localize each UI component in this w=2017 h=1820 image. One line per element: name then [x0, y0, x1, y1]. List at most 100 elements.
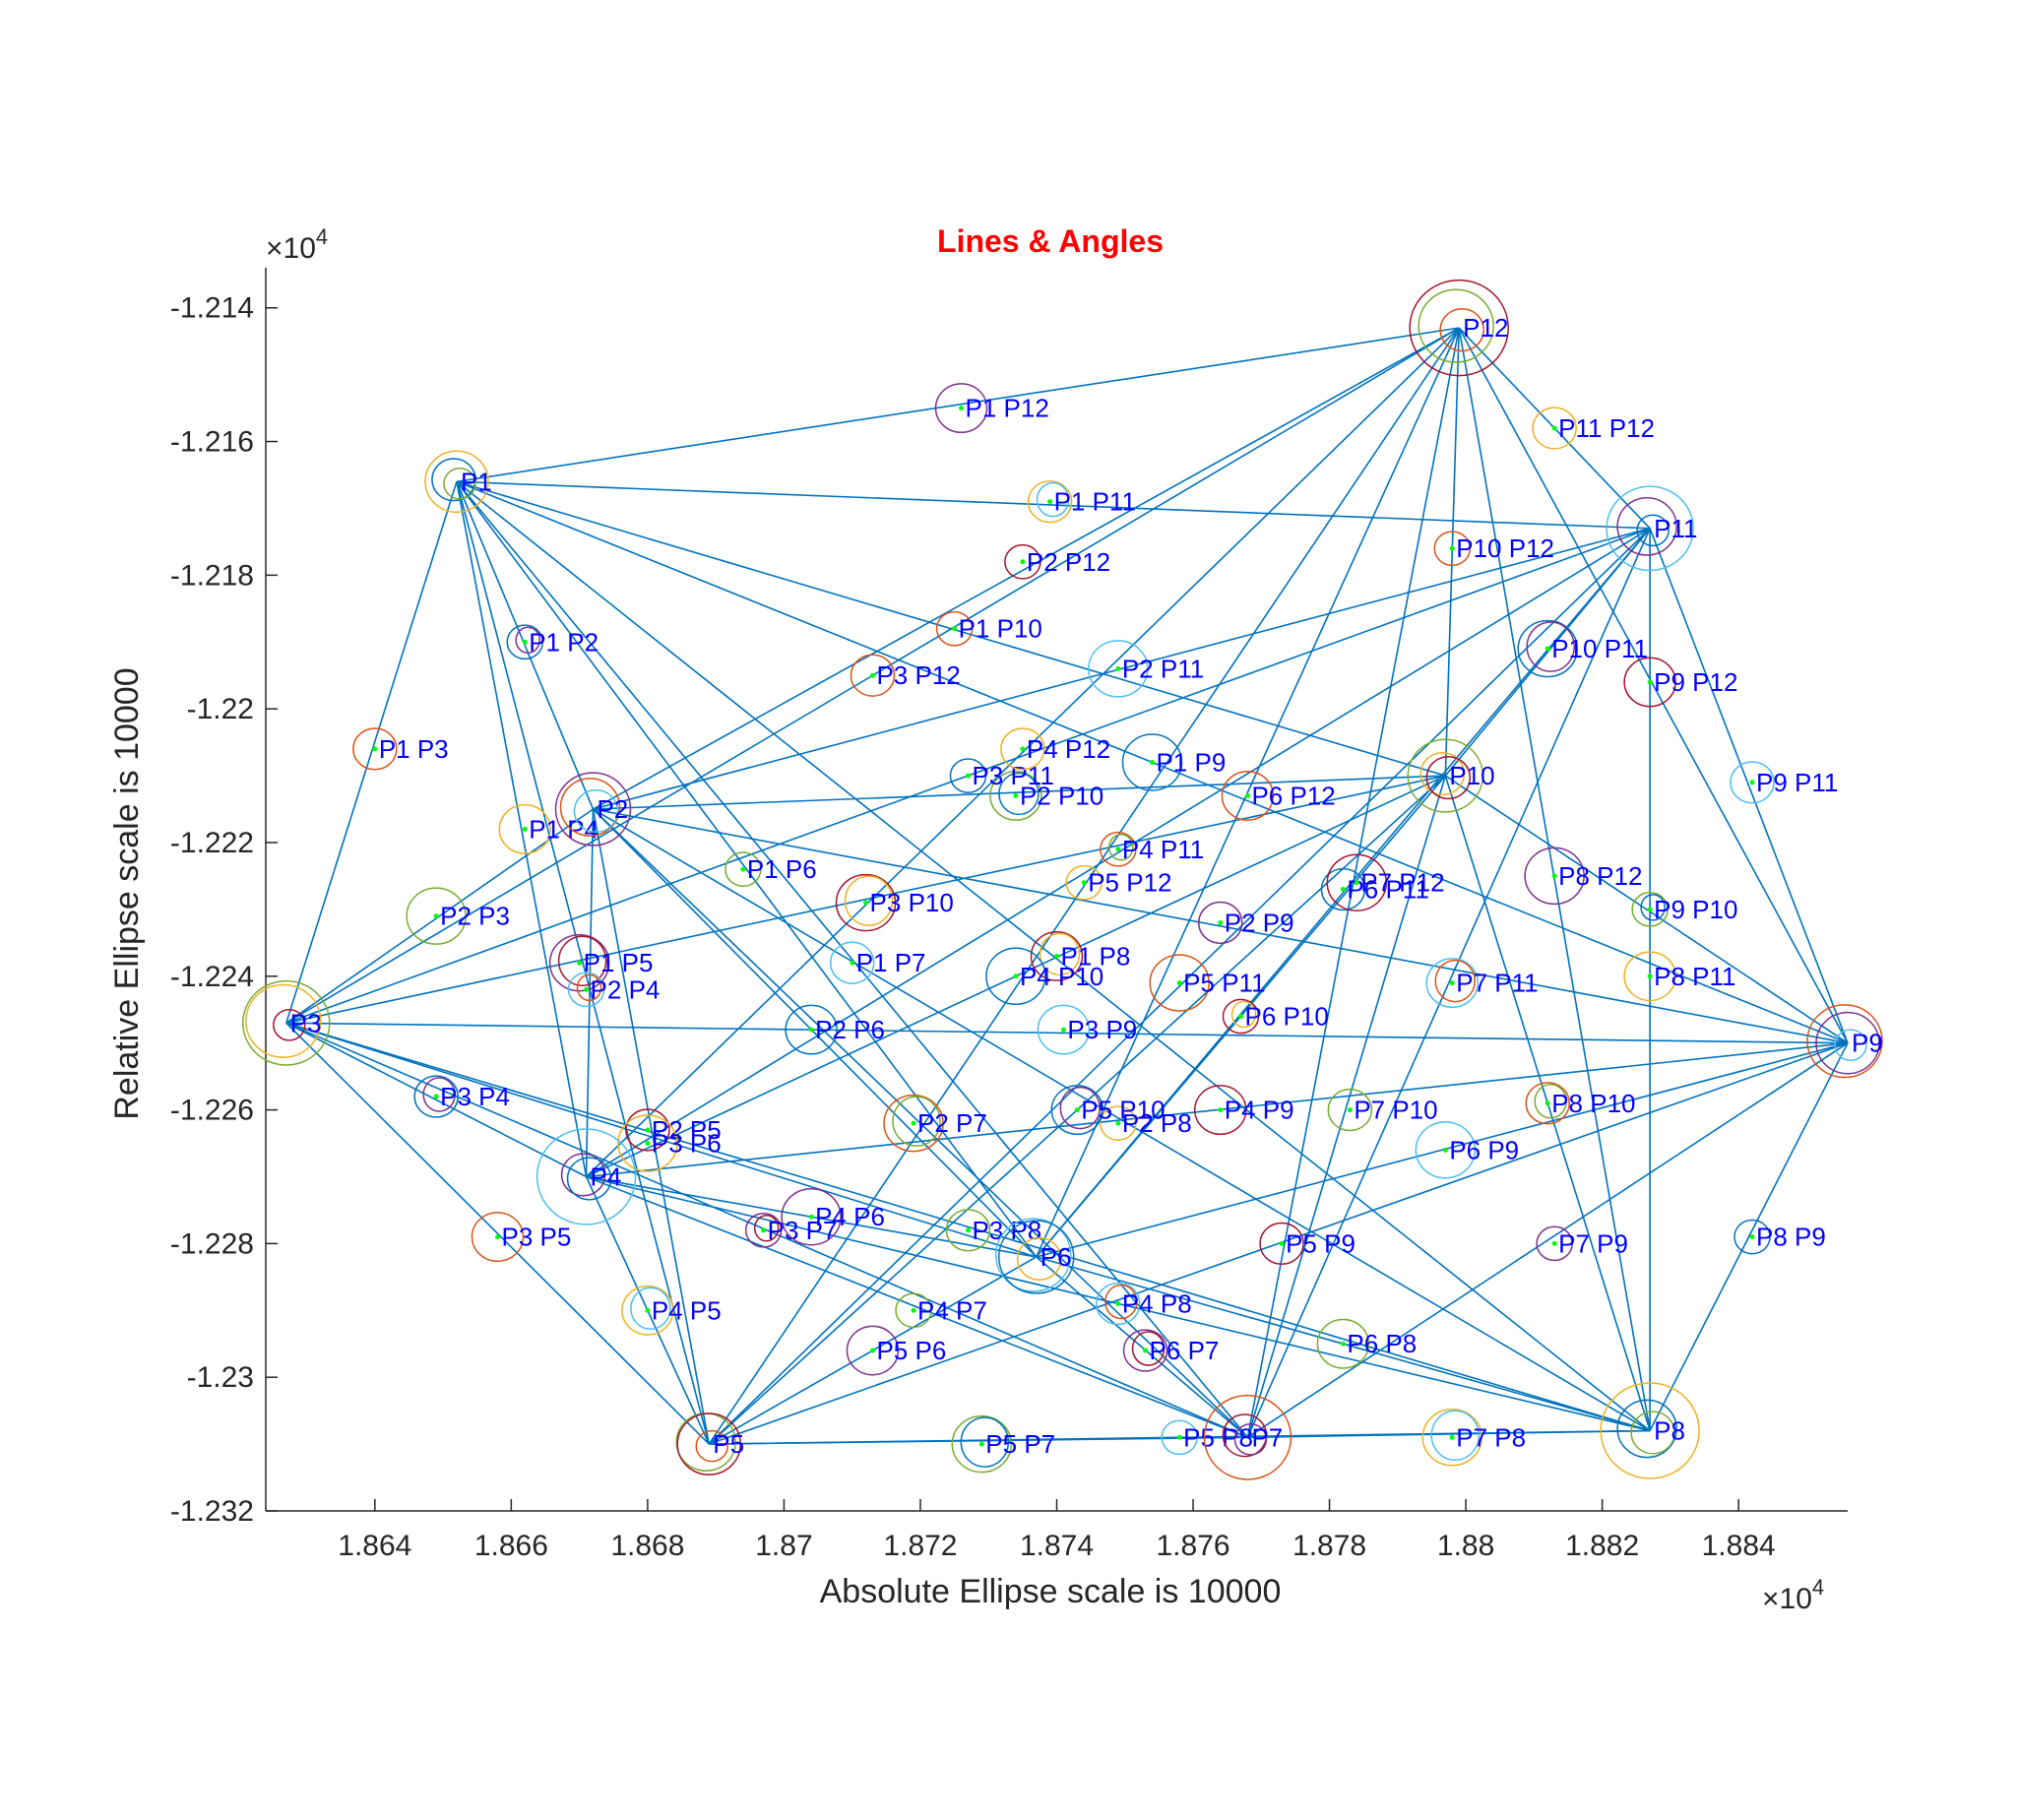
connection-line	[456, 480, 595, 810]
segment-ellipse	[576, 973, 602, 1002]
point-label: P8	[1654, 1416, 1685, 1446]
connection-line	[1036, 1041, 1849, 1258]
segment-ellipse	[1259, 1222, 1304, 1266]
segment-ellipse	[1131, 1331, 1166, 1366]
segment-ellipse	[1037, 1004, 1091, 1055]
segment-ellipse	[1517, 619, 1578, 678]
segment-label: P9 P10	[1654, 895, 1737, 924]
segment-label: P4 P12	[1027, 734, 1110, 764]
segment-midpoint	[1347, 1107, 1353, 1113]
x-tick-label: 1.878	[1292, 1530, 1366, 1562]
segment-ellipse	[935, 610, 974, 647]
point-ellipse	[1419, 751, 1466, 796]
segment-midpoint	[495, 1234, 501, 1240]
connection-line	[593, 528, 1651, 810]
x-tick-label: 1.87	[755, 1530, 812, 1562]
connection-line	[1649, 1042, 1849, 1431]
segment-ellipse	[1526, 621, 1575, 672]
connection-line	[456, 327, 1460, 483]
x-tick-label: 1.868	[610, 1530, 684, 1562]
segment-ellipse	[548, 933, 610, 992]
y-multiplier-exponent: 4	[316, 224, 328, 249]
segment-midpoint	[1020, 746, 1026, 752]
segment-ellipse	[1421, 1409, 1482, 1467]
point-ellipse	[676, 1412, 741, 1475]
segment-label: P3 P4	[440, 1082, 510, 1111]
point-ellipse	[695, 1429, 728, 1463]
segment-ellipse	[1534, 1084, 1567, 1119]
segment-midpoint	[1551, 873, 1557, 879]
segment-ellipse	[413, 1075, 459, 1118]
segment-label: P5 P6	[876, 1336, 946, 1365]
connection-line	[456, 480, 1651, 530]
segment-ellipse	[1039, 932, 1081, 976]
connection-line	[585, 327, 1460, 1178]
segment-midpoint	[911, 1307, 916, 1313]
segment-label: P5 P11	[1183, 969, 1265, 998]
segment-ellipse	[949, 758, 987, 793]
connection-line	[285, 481, 458, 1024]
connection-line	[285, 1022, 587, 1178]
point-ellipse	[1616, 1399, 1677, 1459]
segment-midpoint	[959, 406, 965, 411]
segment-midpoint	[1244, 792, 1250, 798]
segment-label: P8 P10	[1551, 1089, 1635, 1118]
segment-ellipse	[960, 1416, 1010, 1468]
point-label: P6	[1040, 1242, 1072, 1272]
connection-line	[1246, 775, 1447, 1438]
segment-label: P7 P9	[1558, 1228, 1628, 1258]
point-label: P5	[713, 1429, 744, 1459]
point-ellipse	[536, 1128, 637, 1225]
point-ellipse	[997, 1220, 1075, 1294]
segment-label: P6 P10	[1245, 1002, 1329, 1032]
segment-ellipse	[1320, 867, 1366, 911]
segment-ellipse	[1631, 892, 1669, 927]
point-label: P1	[461, 467, 492, 496]
segment-label: P4 P7	[917, 1295, 987, 1325]
segment-ellipse	[621, 1285, 674, 1336]
point-ellipse	[1806, 1004, 1883, 1079]
segment-label: P3 P6	[652, 1129, 722, 1159]
point-ellipse	[273, 1009, 306, 1041]
segment-ellipse	[895, 1292, 932, 1329]
y-tick-label: -1.214	[170, 292, 254, 325]
segment-ellipse	[934, 383, 988, 434]
segment-label: P4 P11	[1122, 835, 1204, 864]
y-multiplier-base: ×10	[266, 232, 316, 265]
connection-line	[593, 775, 1446, 810]
segment-midpoint	[577, 960, 583, 966]
segment-label: P7 P12	[1360, 868, 1444, 898]
y-tick-label: -1.228	[170, 1227, 254, 1260]
segment-ellipse	[951, 1414, 1013, 1474]
y-multiplier: ×104	[266, 224, 328, 265]
segment-ellipse	[1096, 1282, 1141, 1326]
segment-midpoint	[1060, 1027, 1066, 1033]
point-ellipse	[443, 468, 476, 500]
connection-line	[1035, 327, 1460, 1258]
point-label: P10	[1449, 761, 1494, 790]
segment-ellipse	[985, 947, 1046, 1006]
connection-line	[1458, 327, 1651, 1431]
segment-ellipse	[1524, 847, 1585, 906]
connection-line	[1444, 328, 1460, 777]
segment-ellipse	[1434, 959, 1476, 1003]
segment-label: P1 P6	[747, 854, 817, 884]
segment-midpoint	[850, 960, 855, 966]
x-tick-label: 1.866	[474, 1530, 548, 1562]
segment-ellipse	[617, 1114, 678, 1172]
segment-midpoint	[1279, 1240, 1285, 1246]
point-label: P7	[1251, 1422, 1283, 1452]
chart-title: Lines & Angles	[937, 223, 1164, 259]
segment-ellipse	[829, 941, 875, 984]
segment-label: P2 P6	[815, 1015, 885, 1044]
segment-ellipse	[998, 772, 1040, 816]
point-ellipse	[1834, 1029, 1867, 1061]
segment-label: P7 P10	[1354, 1096, 1437, 1125]
segment-ellipse	[846, 1325, 900, 1376]
segment-label: P6 P8	[1347, 1329, 1417, 1358]
segment-midpoint	[1047, 499, 1053, 505]
y-axis-label: Relative Ellipse scale is 10000	[108, 667, 146, 1119]
segment-ellipse	[945, 1209, 991, 1252]
segment-ellipse	[892, 1096, 941, 1147]
point-ellipse	[994, 1218, 1072, 1292]
